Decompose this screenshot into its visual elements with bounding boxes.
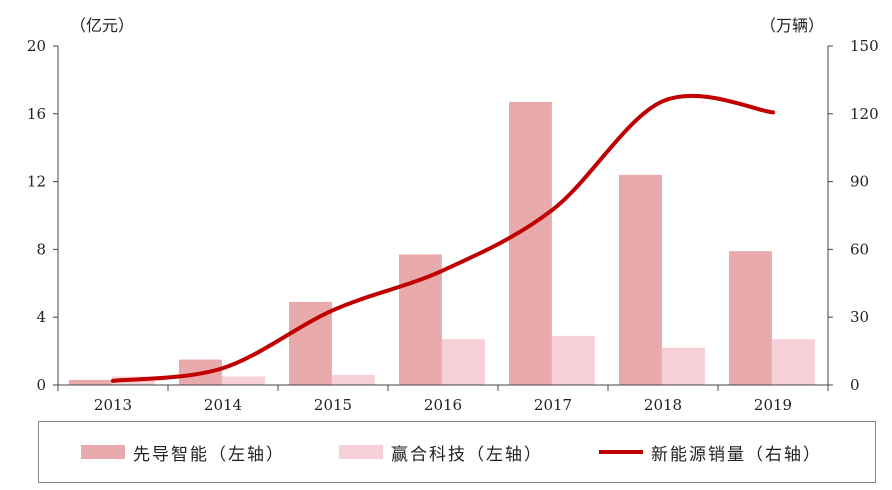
left-tick-label-20: 20	[27, 37, 46, 55]
x-tick-label-2018: 2018	[644, 396, 682, 414]
legend-item-nev-sales: 新能源销量（右轴）	[599, 422, 822, 482]
bar-0-2017	[509, 101, 552, 386]
left-axis-unit: （亿元）	[70, 16, 134, 35]
bar-1-2017	[551, 335, 595, 385]
legend-label-yinghe: 赢合科技（左轴）	[391, 444, 543, 465]
left-tick-label-12: 12	[27, 173, 46, 191]
right-tick-label-150: 150	[850, 37, 879, 55]
legend: 先导智能（左轴） 赢合科技（左轴） 新能源销量（右轴）	[38, 421, 876, 483]
x-tick-label-2015: 2015	[314, 396, 352, 414]
x-tick-label-2014: 2014	[204, 396, 242, 414]
left-tick-label-4: 4	[36, 308, 46, 326]
bar-1-2019	[771, 339, 815, 385]
left-tick-label-0: 0	[36, 376, 46, 394]
legend-swatch-xiandao	[81, 445, 125, 459]
bar-0-2019	[729, 251, 772, 385]
legend-item-yinghe: 赢合科技（左轴）	[339, 422, 543, 482]
x-tick-label-2016: 2016	[424, 396, 462, 414]
right-tick-label-0: 0	[850, 376, 860, 394]
x-tick-label-2017: 2017	[534, 396, 572, 414]
x-tick-label-2013: 2013	[94, 396, 132, 414]
right-tick-label-120: 120	[850, 105, 879, 123]
axes-layer: 0 4 8 12 16 20 0 30 60 90 120 150 2013 2014 2015 2016 20…	[27, 37, 879, 414]
left-tick-label-8: 8	[36, 240, 46, 258]
bar-0-2018	[619, 174, 662, 385]
left-tick-label-16: 16	[27, 105, 46, 123]
bar-0-2016	[399, 254, 442, 385]
line-layer	[111, 93, 775, 383]
bar-1-2015	[331, 374, 375, 385]
right-tick-label-60: 60	[850, 240, 869, 258]
legend-label-xiandao: 先导智能（左轴）	[133, 444, 285, 465]
right-tick-label-90: 90	[850, 173, 869, 191]
bars-layer	[69, 101, 815, 386]
right-axis-unit: （万辆）	[760, 16, 824, 35]
series-line-nev-sales	[111, 93, 775, 383]
bar-1-2014	[221, 376, 265, 385]
bar-0-2013	[69, 379, 112, 385]
right-tick-label-30: 30	[850, 308, 869, 326]
legend-swatch-yinghe	[339, 445, 383, 459]
bar-1-2016	[441, 339, 485, 385]
legend-swatch-nev-sales	[599, 450, 643, 454]
legend-item-xiandao: 先导智能（左轴）	[81, 422, 285, 482]
legend-label-nev-sales: 新能源销量（右轴）	[651, 444, 822, 465]
bar-1-2018	[661, 347, 705, 385]
x-tick-label-2019: 2019	[754, 396, 792, 414]
